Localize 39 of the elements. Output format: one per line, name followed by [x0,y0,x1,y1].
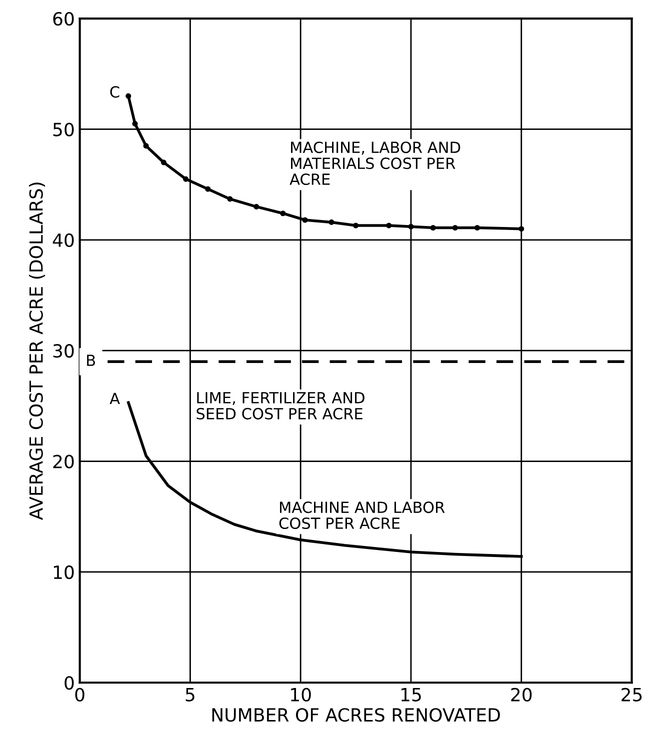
y-tick-label: 0 [64,676,74,690]
point [302,217,308,223]
y-tick-label: 60 [53,12,74,26]
point [408,224,414,230]
point [474,224,480,231]
annotation: MACHINE AND LABOR COST PER ACRE [279,502,445,530]
y-tick-label: 50 [53,122,74,136]
x-tick-label: 0 [75,688,84,702]
annotation: LIME, FERTILIZER AND SEED COST PER ACRE [196,392,364,420]
y-tick-label: 30 [53,344,74,358]
point [518,226,524,232]
point [386,222,392,228]
x-tick-label: 15 [401,688,421,702]
series-label: C [110,86,120,98]
point [280,210,286,216]
point [205,186,211,192]
point [227,196,233,202]
point [182,176,189,182]
y-tick-label: 10 [54,565,74,580]
ref-line-label: B [87,354,95,366]
x-axis-title: NUMBER OF ACRES RENOVATED [212,708,500,722]
point [328,219,334,225]
point [352,222,359,228]
x-tick-label: 10 [291,688,311,702]
series-label: A [110,392,120,404]
point [254,204,260,210]
point [160,160,166,166]
y-axis-title: AVERAGE COST PER ACRE (DOLLARS) [28,182,46,520]
point [143,143,149,149]
annotation: MACHINE, LABOR AND MATERIALS COST PER ACRE [290,142,460,186]
point [430,224,436,231]
x-tick-label: 5 [186,688,194,702]
point [132,120,138,126]
point [452,224,458,231]
y-tick-label: 20 [53,454,74,468]
x-tick-label: 20 [511,688,532,702]
y-tick-label: 40 [52,233,74,248]
point [126,93,132,99]
x-tick-label: 25 [622,688,642,702]
